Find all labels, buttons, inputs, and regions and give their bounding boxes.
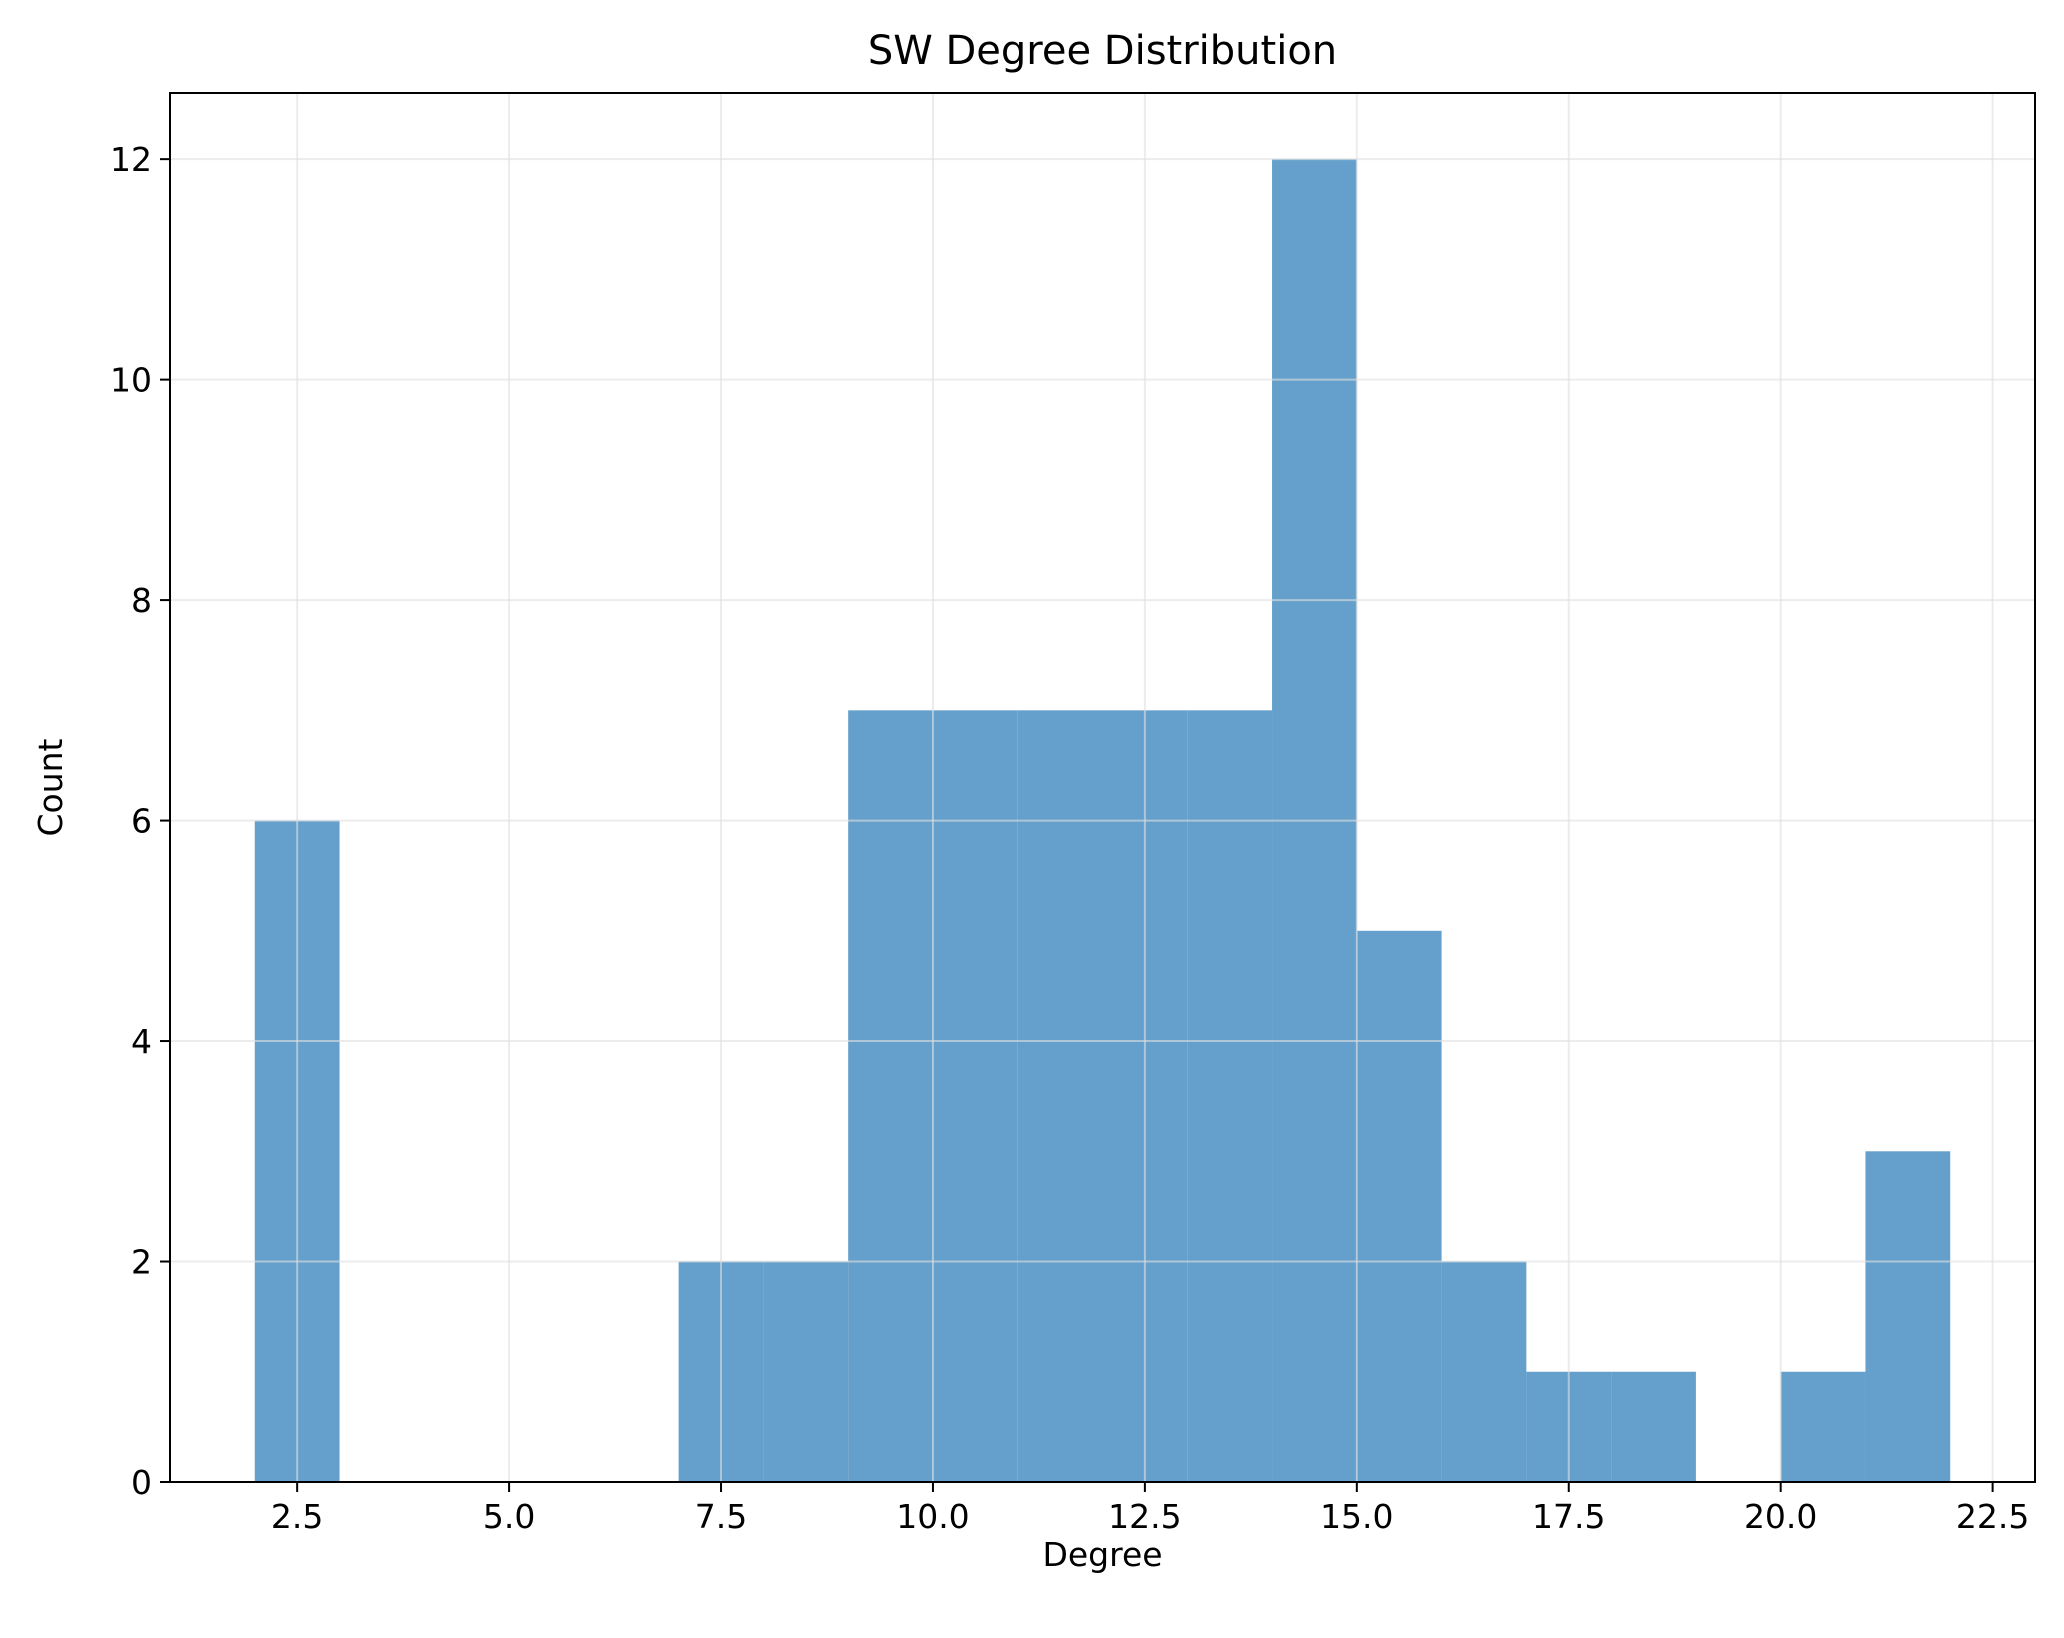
x-tick-label: 15.0 bbox=[1320, 1497, 1393, 1536]
histogram-bar bbox=[763, 1261, 849, 1482]
y-axis-label: Count bbox=[31, 738, 70, 836]
plot-frame bbox=[169, 92, 2036, 1483]
histogram-bar bbox=[1187, 710, 1273, 1482]
histogram-bar bbox=[1441, 1261, 1527, 1482]
y-tick-label: 10 bbox=[110, 361, 152, 400]
y-tick-label: 2 bbox=[131, 1243, 152, 1282]
histogram-bar bbox=[1865, 1151, 1951, 1482]
histogram-bar bbox=[1780, 1371, 1866, 1482]
y-axis-ticks: 0 2 4 6 8 10 12 bbox=[110, 140, 170, 1502]
y-tick-label: 0 bbox=[131, 1463, 152, 1502]
x-axis-ticks: 2.5 5.0 7.5 10.0 12.5 15.0 17.5 20.0 22.5 bbox=[271, 1482, 2029, 1536]
y-tick-label: 8 bbox=[131, 581, 152, 620]
y-tick-label: 6 bbox=[131, 802, 152, 841]
x-axis-label: Degree bbox=[1042, 1535, 1162, 1574]
x-tick-label: 10.0 bbox=[896, 1497, 969, 1536]
y-tick-label: 12 bbox=[110, 140, 152, 179]
x-tick-label: 17.5 bbox=[1532, 1497, 1605, 1536]
x-tick-label: 12.5 bbox=[1108, 1497, 1181, 1536]
y-tick-label: 4 bbox=[131, 1022, 152, 1061]
histogram-bar bbox=[932, 710, 1018, 1482]
histogram-bar bbox=[1017, 710, 1103, 1482]
x-tick-label: 7.5 bbox=[695, 1497, 747, 1536]
x-tick-label: 22.5 bbox=[1956, 1497, 2029, 1536]
x-tick-label: 20.0 bbox=[1744, 1497, 1817, 1536]
chart-title: SW Degree Distribution bbox=[868, 28, 1337, 74]
histogram-bar bbox=[848, 710, 933, 1482]
histogram-bar bbox=[1611, 1371, 1696, 1482]
x-tick-label: 2.5 bbox=[271, 1497, 323, 1536]
histogram-bar bbox=[1356, 930, 1442, 1482]
grid-lines bbox=[170, 93, 2035, 1483]
x-tick-label: 5.0 bbox=[483, 1497, 535, 1536]
